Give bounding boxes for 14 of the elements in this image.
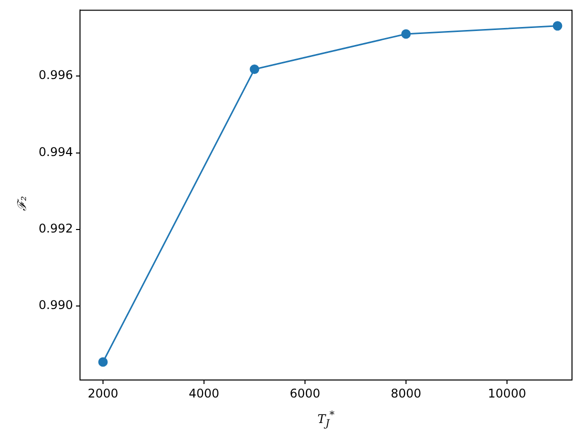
x-tick-label: 8000 bbox=[390, 386, 422, 400]
point bbox=[250, 64, 260, 74]
x-tick-label: 4000 bbox=[188, 386, 220, 400]
y-axis-title: ℱ₂ bbox=[14, 196, 30, 211]
point bbox=[552, 21, 562, 31]
y-tick-label: 0.996 bbox=[38, 68, 73, 82]
x-tick-label: 6000 bbox=[290, 386, 320, 400]
x-tick-label: 2000 bbox=[88, 386, 118, 400]
x-tick-label: 10000 bbox=[488, 386, 526, 400]
point bbox=[98, 357, 108, 367]
point bbox=[401, 29, 411, 39]
y-tick-label: 0.992 bbox=[38, 222, 73, 236]
y-tick-label: 0.990 bbox=[38, 298, 73, 312]
y-tick-label: 0.994 bbox=[38, 144, 73, 159]
